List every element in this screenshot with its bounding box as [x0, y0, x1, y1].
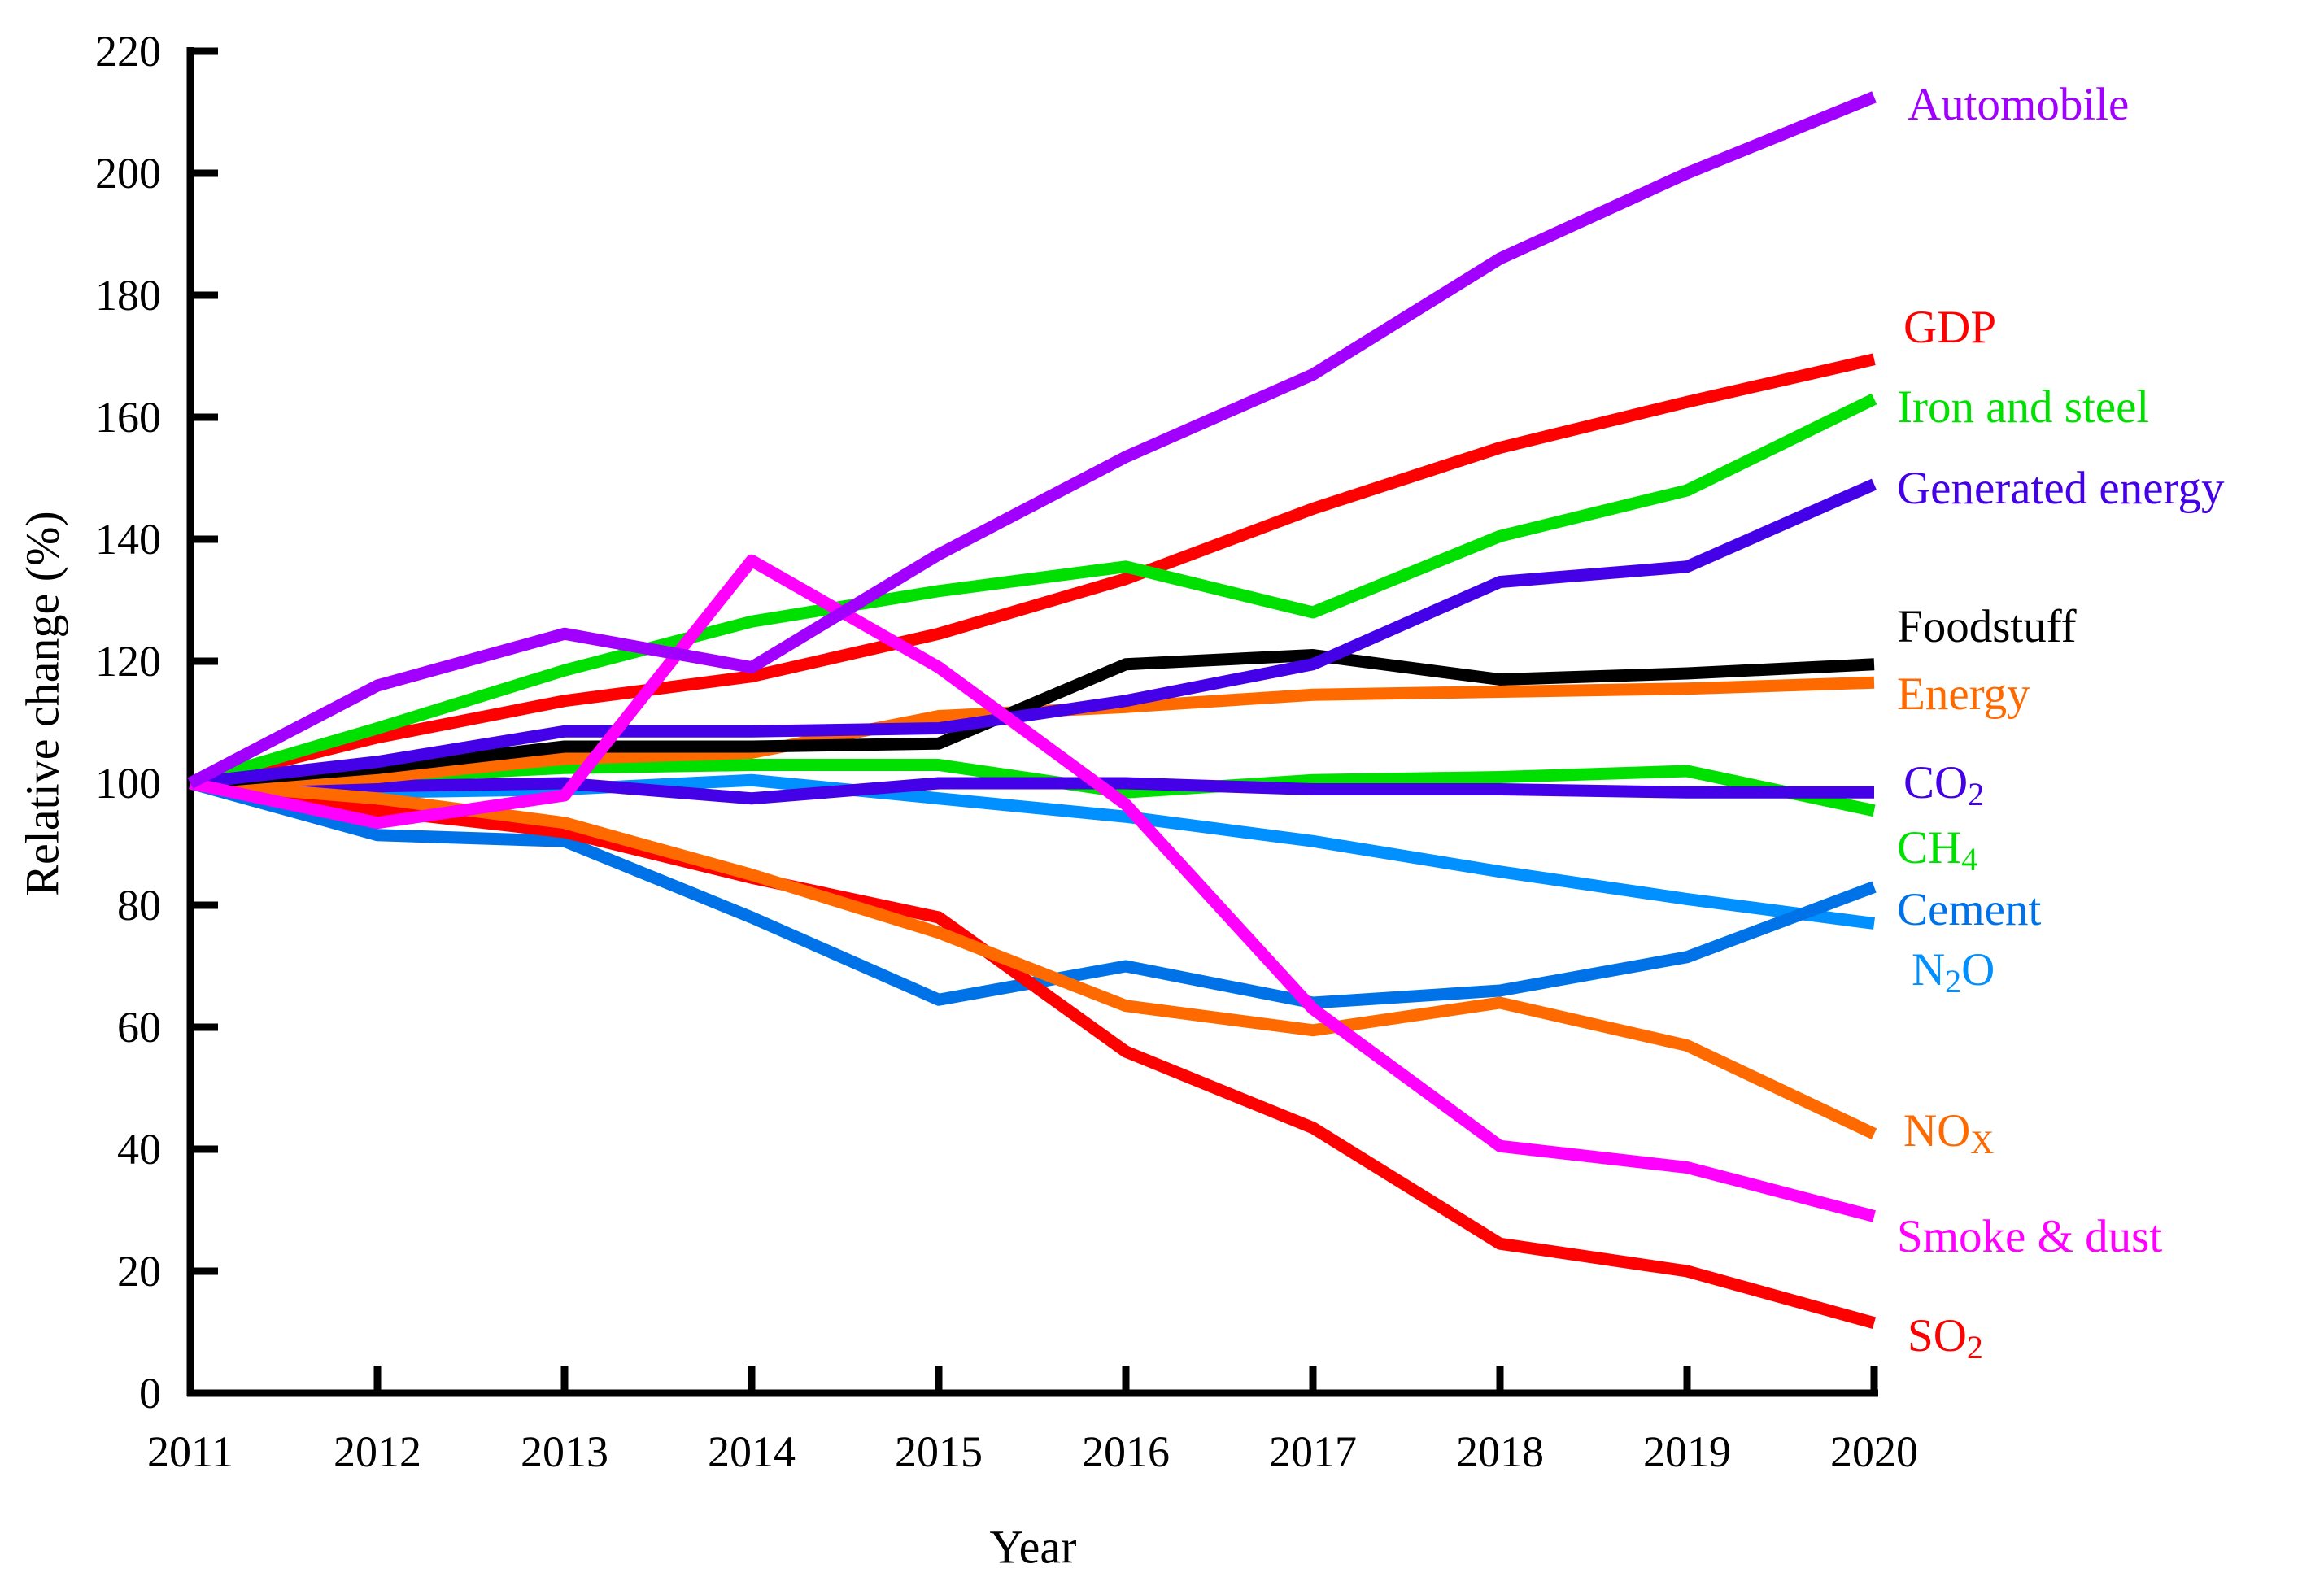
- series-label-so2: SO2: [1908, 1310, 1983, 1366]
- x-tick-label: 2014: [708, 1427, 796, 1476]
- y-tick-label: 160: [95, 393, 161, 442]
- x-tick-label: 2011: [147, 1427, 233, 1476]
- series-label-foodstuff: Foodstuff: [1897, 601, 2077, 652]
- series-label-smoke-dust: Smoke & dust: [1897, 1211, 2162, 1262]
- series-line-automobile: [187, 91, 1877, 789]
- series-label-cement: Cement: [1897, 884, 2041, 935]
- x-tick-label: 2012: [334, 1427, 421, 1476]
- x-tick-label: 2019: [1643, 1427, 1731, 1476]
- y-tick-label: 180: [95, 271, 161, 320]
- x-axis-title: Year: [989, 1520, 1077, 1574]
- series-line-so2: [189, 777, 1877, 1329]
- x-tick-label: 2015: [895, 1427, 983, 1476]
- y-tick-label: 80: [117, 881, 161, 930]
- series-label-ch4: CH4: [1897, 822, 1977, 878]
- series-line-co2: [190, 777, 1874, 805]
- series-line-generated-energy: [190, 478, 1877, 790]
- y-tick-label: 120: [95, 637, 161, 686]
- series-label-co2: CO2: [1903, 757, 1984, 812]
- y-tick-label: 140: [95, 515, 161, 564]
- series-line-gdp: [189, 353, 1876, 790]
- y-tick-label: 200: [95, 149, 161, 198]
- series-line-foodstuff: [190, 649, 1875, 790]
- y-tick-label: 220: [95, 27, 161, 76]
- series-line-iron-and-steel: [188, 393, 1877, 790]
- series-label-generated-energy: Generated energy: [1897, 463, 2225, 514]
- series-label-automobile: Automobile: [1908, 79, 2129, 130]
- y-axis-title: Relative change (%): [15, 511, 69, 896]
- y-tick-label: 20: [117, 1247, 161, 1296]
- x-tick-label: 2017: [1269, 1427, 1357, 1476]
- x-tick-label: 2020: [1830, 1427, 1918, 1476]
- y-tick-label: 0: [139, 1369, 161, 1418]
- y-tick-label: 40: [117, 1125, 161, 1174]
- series-label-n2o: N2O: [1912, 944, 1995, 1000]
- y-tick-label: 100: [95, 759, 161, 808]
- series-label-energy: Energy: [1897, 669, 2030, 720]
- x-tick-label: 2018: [1456, 1427, 1544, 1476]
- series-label-nox: NOX: [1903, 1105, 1994, 1161]
- series-label-iron-and-steel: Iron and steel: [1897, 381, 2149, 433]
- x-tick-label: 2013: [521, 1427, 608, 1476]
- series-line-smoke-dust: [189, 554, 1876, 1222]
- y-tick-label: 60: [117, 1003, 161, 1052]
- series-label-gdp: GDP: [1903, 302, 1996, 353]
- x-tick-label: 2016: [1082, 1427, 1170, 1476]
